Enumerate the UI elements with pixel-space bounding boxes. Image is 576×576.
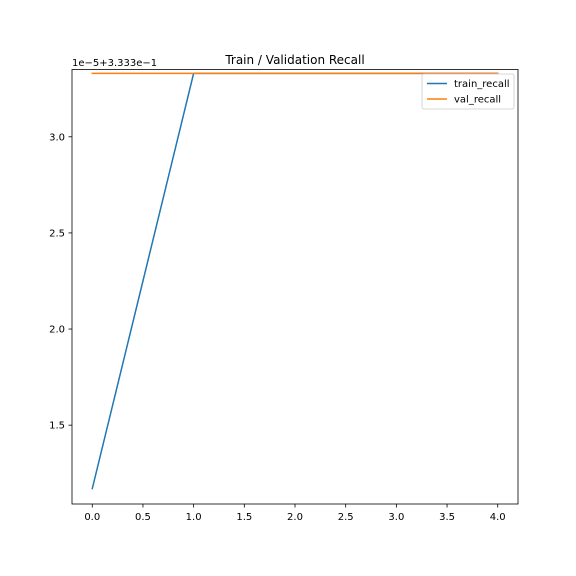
legend: train_recall val_recall: [421, 73, 515, 110]
x-tick-label: 0.0: [84, 512, 100, 523]
y-tick-label: 2.5: [49, 228, 65, 239]
x-tick-label: 0.5: [135, 512, 151, 523]
x-tick-label: 3.5: [439, 512, 455, 523]
chart-title: Train / Validation Recall: [224, 53, 364, 67]
y-offset-label: 1e−5+3.333e−1: [72, 58, 157, 69]
legend-label-val_recall: val_recall: [454, 95, 501, 106]
x-tick-label: 2.0: [287, 512, 303, 523]
x-tick-label: 2.5: [338, 512, 354, 523]
series-layer: [91, 72, 499, 490]
legend-label-train_recall: train_recall: [454, 79, 510, 90]
x-tick-label: 1.0: [186, 512, 202, 523]
x-tick-label: 3.0: [388, 512, 404, 523]
x-tick-label: 1.5: [236, 512, 252, 523]
y-tick-label: 1.5: [49, 421, 65, 432]
x-axis: 0.0 0.5 1.0 1.5 2.0 2.5 3.0 3.5 4.0: [84, 504, 506, 523]
y-tick-label: 3.0: [49, 132, 65, 143]
y-tick-label: 2.0: [49, 325, 65, 336]
y-axis: 1.5 2.0 2.5 3.0: [49, 132, 72, 432]
x-tick-label: 4.0: [490, 512, 506, 523]
